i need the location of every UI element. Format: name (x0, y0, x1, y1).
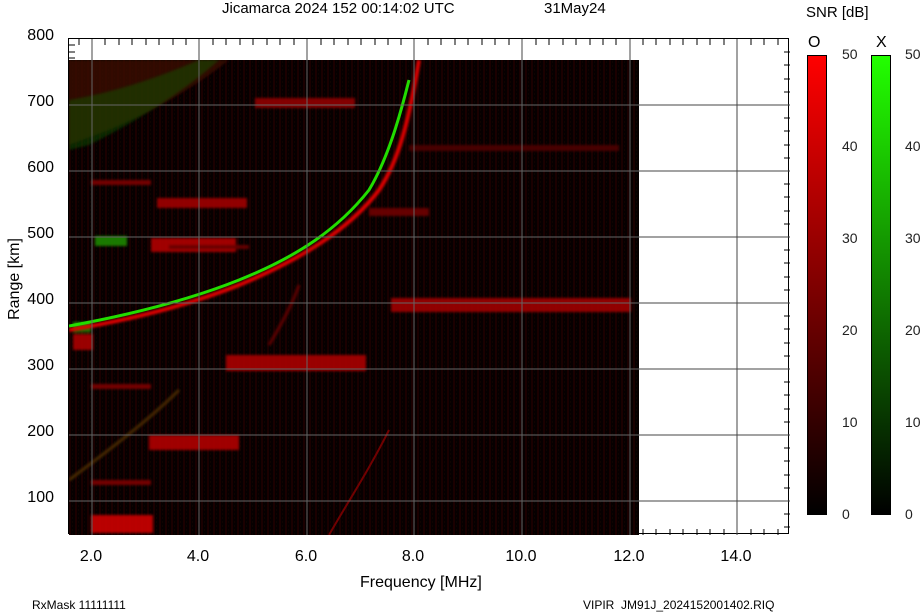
cb-x-tick-20: 20 (905, 322, 921, 338)
xtick-10: 10.0 (505, 548, 537, 565)
colorbar-title: SNR [dB] (806, 4, 869, 21)
xtick-6: 6.0 (294, 548, 318, 565)
cb-o-tick-50: 50 (842, 46, 858, 62)
x-axis-label: Frequency [MHz] (360, 574, 482, 591)
source-file-label: VIPIR JM91J_2024152001402.RIQ (583, 598, 775, 612)
xtick-2: 2.0 (79, 548, 103, 565)
ytick-400: 400 (27, 291, 54, 308)
cb-x-tick-50: 50 (905, 46, 921, 62)
cb-o-tick-0: 0 (842, 506, 850, 522)
colorbar-x (871, 55, 891, 515)
xtick-14: 14.0 (720, 548, 752, 565)
ionogram-data-area (69, 60, 639, 535)
ytick-100: 100 (27, 489, 54, 506)
ionogram-plot (68, 38, 790, 535)
cb-x-tick-0: 0 (905, 506, 913, 522)
cb-o-tick-10: 10 (842, 414, 858, 430)
cb-x-tick-30: 30 (905, 230, 921, 246)
cb-x-tick-40: 40 (905, 138, 921, 154)
colorbar-x-label: X (876, 34, 887, 51)
ytick-500: 500 (27, 225, 54, 242)
ytick-300: 300 (27, 357, 54, 374)
ytick-700: 700 (27, 93, 54, 110)
cb-x-tick-10: 10 (905, 414, 921, 430)
xtick-12: 12.0 (613, 548, 645, 565)
rx-mask-label: RxMask 11111111 (32, 598, 126, 612)
colorbar-o (807, 55, 827, 515)
colorbar-o-label: O (808, 34, 821, 51)
y-axis-label: Range [km] (6, 238, 23, 320)
xtick-4: 4.0 (186, 548, 210, 565)
cb-o-tick-20: 20 (842, 322, 858, 338)
ytick-200: 200 (27, 423, 54, 440)
cb-o-tick-40: 40 (842, 138, 858, 154)
ionogram-date: 31May24 (544, 0, 606, 17)
cb-o-tick-30: 30 (842, 230, 858, 246)
ytick-800: 800 (27, 27, 54, 44)
ionogram-title: Jicamarca 2024 152 00:14:02 UTC (222, 0, 455, 17)
ytick-600: 600 (27, 159, 54, 176)
xtick-8: 8.0 (401, 548, 425, 565)
